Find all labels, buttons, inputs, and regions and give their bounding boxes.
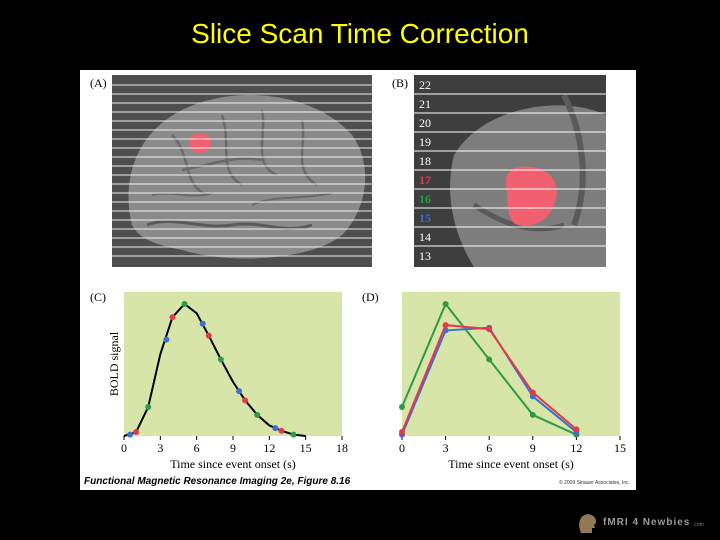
x-axis-label: Time since event onset (s): [448, 457, 574, 471]
data-point-slice-17: [573, 426, 580, 433]
data-point-slice-16: [217, 356, 224, 363]
data-point-slice-17: [242, 397, 249, 404]
x-tick-label: 0: [121, 441, 127, 455]
copyright-text: © 2009 Sinauer Associates, Inc.: [559, 480, 630, 486]
x-tick-label: 3: [157, 441, 163, 455]
slice-number-17: 17: [419, 173, 431, 187]
data-point-slice-16: [145, 403, 152, 410]
slice-number-18: 18: [419, 154, 431, 168]
slice-number-21: 21: [419, 97, 431, 111]
y-axis-label: BOLD signal: [107, 331, 121, 396]
x-tick-label: 12: [570, 441, 582, 455]
site-logo[interactable]: fMRI 4 Newbies .com: [575, 512, 715, 534]
panel-c-label: (C): [90, 290, 106, 304]
slice-number-20: 20: [419, 116, 431, 130]
data-point-slice-17: [442, 322, 449, 329]
data-point-slice-17: [278, 427, 285, 434]
data-point-slice-15: [199, 320, 206, 327]
data-point-slice-16: [486, 356, 493, 363]
panel-a-label: (A): [90, 76, 107, 90]
slice-number-13: 13: [419, 249, 431, 263]
x-tick-label: 15: [300, 441, 312, 455]
data-point-slice-16: [399, 403, 405, 410]
data-point-slice-16: [290, 431, 297, 438]
panel-d-label: (D): [362, 290, 379, 304]
x-tick-label: 3: [443, 441, 449, 455]
data-point-slice-15: [236, 388, 243, 395]
logo-text: fMRI 4 Newbies: [603, 517, 691, 528]
logo-suffix: .com: [693, 522, 704, 528]
slice-lines: [112, 84, 372, 257]
slice-number-15: 15: [419, 211, 431, 225]
slice-number-19: 19: [419, 135, 431, 149]
data-point-slice-15: [163, 336, 170, 343]
brain-lateral-image: [112, 75, 372, 267]
slice-number-14: 14: [419, 230, 431, 244]
slice-list: 22 21 20 19 18 17 16 15 14 13: [414, 75, 606, 267]
slice-number-22: 22: [419, 78, 431, 92]
slide-title: Slice Scan Time Correction: [191, 18, 529, 49]
x-tick-label: 6: [194, 441, 200, 455]
panel-b-label: (B): [392, 76, 408, 90]
brain-lateral-svg: [112, 75, 372, 267]
plot-background: [402, 292, 620, 436]
data-point-slice-17: [529, 389, 536, 396]
slice-number-16: 16: [419, 192, 431, 206]
chart-d: 0 3 6 9 12 15 Time since event onset (s): [399, 292, 626, 471]
data-point-slice-16: [254, 411, 261, 418]
x-tick-label: 12: [263, 441, 275, 455]
x-tick-label: 0: [399, 441, 405, 455]
head-silhouette-icon: [579, 514, 597, 533]
x-axis-label: Time since event onset (s): [170, 457, 296, 471]
data-point-slice-15: [127, 431, 134, 438]
data-point-slice-17: [486, 326, 493, 333]
figure-caption: Functional Magnetic Resonance Imaging 2e…: [84, 476, 351, 487]
x-tick-label: 18: [336, 441, 348, 455]
data-point-slice-17: [399, 429, 405, 436]
figure: (A) (B): [80, 70, 636, 490]
x-tick-label: 9: [230, 441, 236, 455]
data-point-slice-16: [442, 301, 449, 307]
x-tick-label: 15: [614, 441, 626, 455]
data-point-slice-17: [205, 332, 212, 339]
data-point-slice-17: [133, 429, 140, 436]
chart-c: BOLD signal 0 3 6 9 12 15 18 Time since event on…: [107, 292, 348, 471]
data-point-slice-17: [169, 314, 176, 321]
plot-background: [124, 292, 342, 436]
slice-lines-b: [414, 93, 606, 247]
x-tick-label: 6: [486, 441, 492, 455]
data-point-slice-16: [529, 411, 536, 418]
x-tick-label: 9: [530, 441, 536, 455]
data-point-slice-16: [181, 301, 188, 307]
data-point-slice-15: [272, 425, 279, 432]
